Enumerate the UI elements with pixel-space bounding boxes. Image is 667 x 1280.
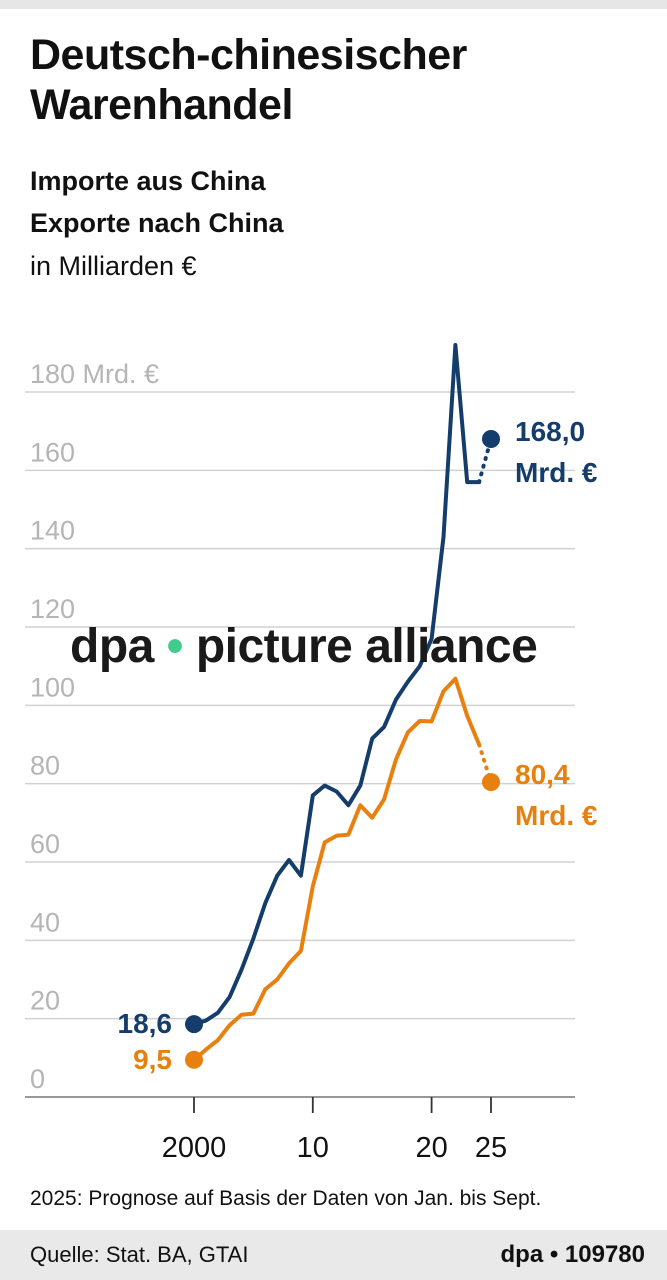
y-tick-label: 0 bbox=[30, 1064, 45, 1094]
y-tick-label: 80 bbox=[30, 751, 60, 781]
y-tick-label: 160 bbox=[30, 437, 75, 467]
y-tick-label: 20 bbox=[30, 986, 60, 1016]
top-bar bbox=[0, 0, 667, 9]
x-tick-label: 25 bbox=[475, 1132, 507, 1164]
footnote: 2025: Prognose auf Basis der Daten von J… bbox=[30, 1187, 542, 1210]
unit-label: in Milliarden € bbox=[30, 251, 197, 281]
exports-end-label: 80,4 bbox=[515, 759, 570, 790]
y-tick-label: 40 bbox=[30, 907, 60, 937]
chart-title: Deutsch-chinesischer Warenhandel bbox=[30, 31, 467, 129]
y-tick-label: 120 bbox=[30, 594, 75, 624]
x-tick-label: 10 bbox=[297, 1132, 329, 1164]
footer-bar: Quelle: Stat. BA, GTAI dpa • 109780 bbox=[0, 1230, 667, 1280]
imports-end-unit: Mrd. € bbox=[515, 457, 598, 488]
x-tick-label: 20 bbox=[415, 1132, 447, 1164]
y-tick-label: 180 Mrd. € bbox=[30, 359, 159, 389]
exports-line bbox=[192, 676, 482, 1062]
x-tick-label: 2000 bbox=[162, 1132, 227, 1164]
exports-end-unit: Mrd. € bbox=[515, 800, 598, 831]
imports-line bbox=[192, 343, 482, 1027]
line-chart: 180 Mrd. € 160 140 120 100 80 60 40 20 0 2000 10 20 2… bbox=[25, 343, 598, 1164]
imports-forecast-line bbox=[477, 437, 493, 485]
exports-start-point bbox=[185, 1050, 203, 1069]
imports-start-label: 18,6 bbox=[118, 1008, 173, 1039]
source-text: Quelle: Stat. BA, GTAI bbox=[30, 1242, 249, 1267]
exports-end-point bbox=[482, 773, 500, 792]
imports-end-label: 168,0 bbox=[515, 416, 585, 447]
legend-exports: Exporte nach China bbox=[30, 208, 284, 238]
imports-end-point bbox=[482, 430, 500, 448]
legend-imports: Importe aus China bbox=[30, 166, 266, 196]
watermark-text: dpa • picture alliance bbox=[70, 620, 537, 673]
y-tick-label: 140 bbox=[30, 516, 75, 546]
y-tick-label: 100 bbox=[30, 672, 75, 702]
imports-start-point bbox=[185, 1015, 203, 1034]
credit-text: dpa • 109780 bbox=[500, 1241, 646, 1268]
exports-start-label: 9,5 bbox=[133, 1044, 172, 1075]
y-tick-label: 60 bbox=[30, 829, 60, 859]
